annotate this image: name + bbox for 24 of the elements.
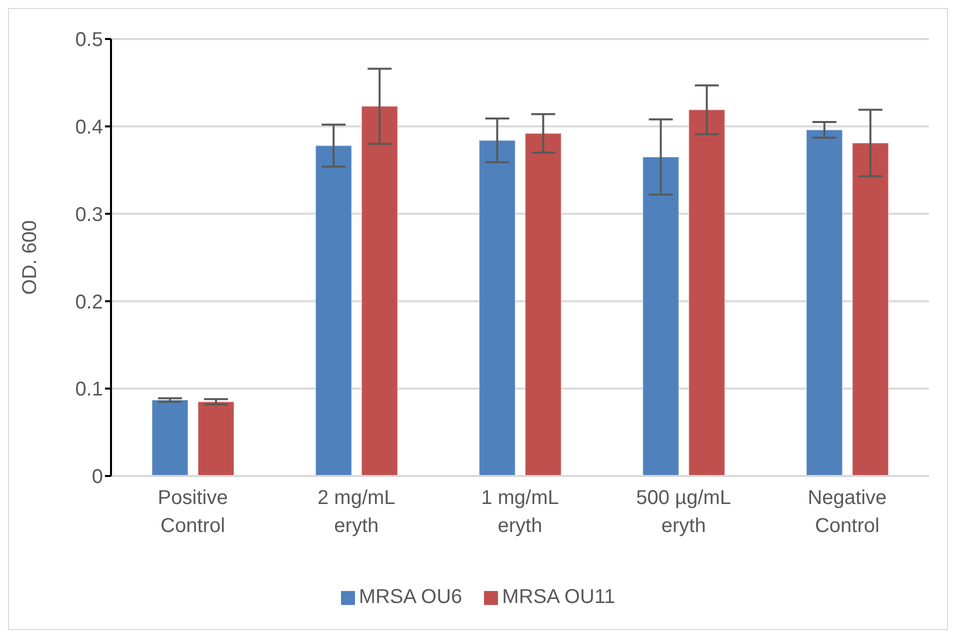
bar [478,140,516,476]
legend-label: MRSA OU6 [358,586,462,608]
legend-label: MRSA OU11 [502,586,616,608]
y-tick-label: 0.2 [75,291,103,314]
y-axis-title: OD. 600 [19,220,42,295]
y-tick-label: 0.3 [75,204,103,226]
x-tick-label: Positive Control [158,487,228,537]
bar [852,142,889,476]
y-tick-label: 0.1 [75,378,103,401]
bar [315,145,352,476]
x-tick-label: 2 mg/mL eryth [317,487,396,537]
y-tick-label: 0.5 [75,29,103,52]
y-tick-label: 0.4 [75,116,103,138]
bar [642,156,680,476]
x-tick-label: 1 mg/mL eryth [481,487,559,537]
x-tick-label: Negative Control [808,487,887,537]
bar [152,399,188,476]
bar [688,109,726,476]
bar [361,106,398,476]
bar [524,132,562,476]
y-tick-label: 0 [92,466,103,488]
bar [806,129,843,476]
x-tick-label: 500 µg/mL eryth [636,487,732,537]
bar [198,401,234,476]
